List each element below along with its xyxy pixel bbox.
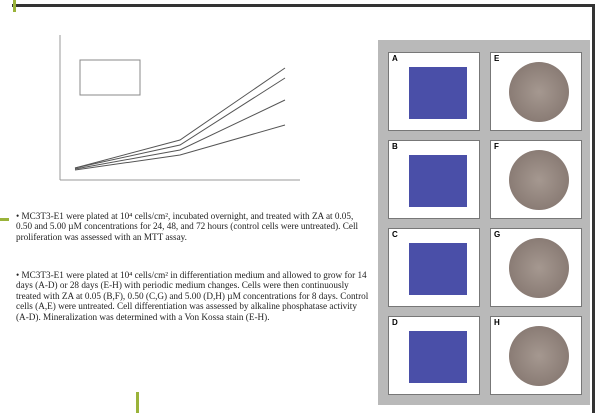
image-cell: G bbox=[490, 228, 582, 307]
panel-label: D bbox=[392, 318, 398, 327]
marker bbox=[136, 392, 139, 413]
image-cell: F bbox=[490, 140, 582, 219]
chart-figure bbox=[30, 30, 320, 205]
well-image bbox=[509, 62, 569, 122]
image-cell: A bbox=[388, 52, 480, 131]
well-image bbox=[509, 150, 569, 210]
paragraph: • MC3T3-E1 were plated at 10⁴ cells/cm² … bbox=[16, 270, 371, 322]
stain-image bbox=[409, 67, 467, 119]
panel-label: B bbox=[392, 142, 398, 151]
image-cell: H bbox=[490, 316, 582, 395]
marker bbox=[0, 218, 9, 221]
panel-label: G bbox=[494, 230, 500, 239]
panel-label: H bbox=[494, 318, 500, 327]
panel-label: F bbox=[494, 142, 499, 151]
panel-label: E bbox=[494, 54, 499, 63]
well-image bbox=[509, 238, 569, 298]
stain-image bbox=[409, 243, 467, 295]
image-panel: A E B F C G D H bbox=[378, 40, 590, 405]
marker bbox=[13, 0, 16, 12]
stain-image bbox=[409, 155, 467, 207]
well-image bbox=[509, 326, 569, 386]
panel-label: A bbox=[392, 54, 398, 63]
paragraph: • MC3T3-E1 were plated at 10⁴ cells/cm²,… bbox=[16, 211, 371, 242]
image-cell: D bbox=[388, 316, 480, 395]
page: • MC3T3-E1 were plated at 10⁴ cells/cm²,… bbox=[0, 0, 601, 413]
image-cell: C bbox=[388, 228, 480, 307]
panel-label: C bbox=[392, 230, 398, 239]
legend-box bbox=[80, 60, 140, 95]
image-cell: E bbox=[490, 52, 582, 131]
stain-image bbox=[409, 331, 467, 383]
image-cell: B bbox=[388, 140, 480, 219]
